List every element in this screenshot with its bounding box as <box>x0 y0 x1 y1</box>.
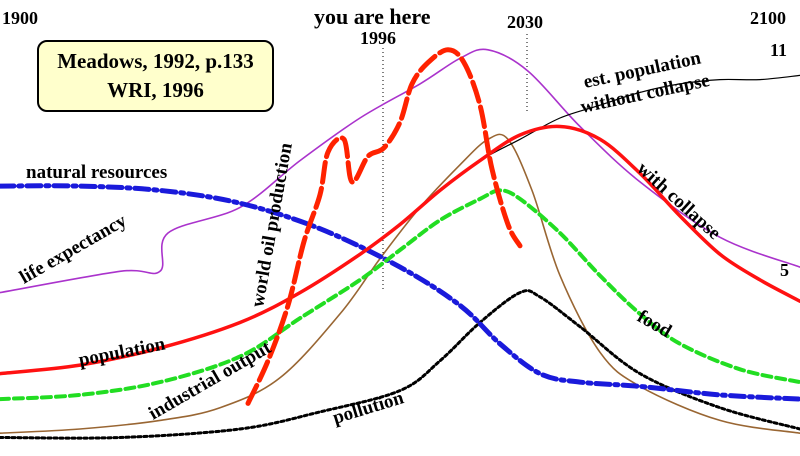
industrial-output-series-line <box>0 133 800 434</box>
life-expectancy-series-line <box>0 48 800 294</box>
with-collapse-label: with collapse <box>633 158 725 244</box>
now-caption: you are here <box>314 4 431 29</box>
source-box: Meadows, 1992, p.133 WRI, 1996 <box>37 40 274 112</box>
source-line: Meadows, 1992, p.133 <box>57 49 254 73</box>
year-label-start: 1900 <box>2 8 38 28</box>
year-label-end: 2100 <box>750 8 786 28</box>
without-collapse-series-line <box>439 74 800 191</box>
world-oil-production-series-line <box>245 47 523 406</box>
year-label-peak: 2030 <box>507 12 543 32</box>
life-expectancy-label: life expectancy <box>16 210 131 288</box>
natural-resources-series-line <box>0 183 800 402</box>
end-value-without-collapse: 11 <box>770 40 787 60</box>
population-series-line <box>0 124 800 376</box>
series-layer <box>0 47 800 440</box>
population-label: population <box>77 333 167 370</box>
source-line: WRI, 1996 <box>107 78 204 102</box>
world-oil-production-label: world oil production <box>247 141 297 309</box>
pollution-label: pollution <box>330 387 406 429</box>
natural-resources-label: natural resources <box>26 162 167 183</box>
end-value-with-collapse: 5 <box>780 260 789 280</box>
food-series-line <box>0 188 800 402</box>
year-label-now: 1996 <box>360 28 396 48</box>
pollution-series-line <box>0 289 800 440</box>
